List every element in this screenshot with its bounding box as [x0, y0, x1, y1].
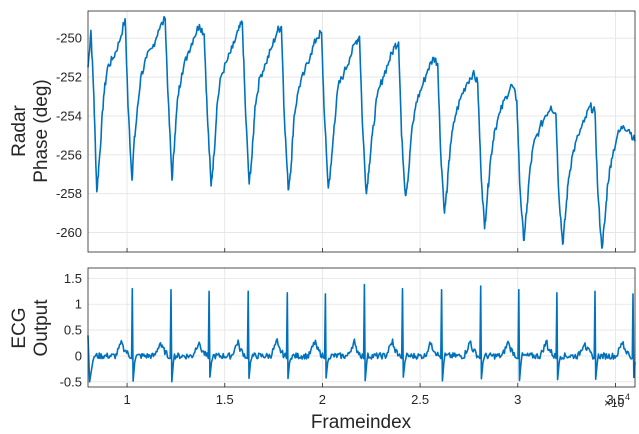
bottom-ytick-label: 1.5: [64, 271, 82, 286]
bottom-grid: [88, 268, 635, 387]
bottom-xtick-label: 1.5: [216, 392, 234, 407]
ecg-line: [87, 283, 636, 383]
top-ytick-label: -256: [56, 147, 82, 162]
bottom-xtick-label: 3.5: [606, 392, 624, 407]
top-ytick-label: -260: [56, 225, 82, 240]
ecg-panel: 1.5 1 0.5 0 -0.5 1 1.5 2 2.5 3 3.5 ECG Output Fra…: [9, 267, 636, 433]
top-ylabel-line1: Radar: [9, 104, 30, 156]
bottom-xtick-label: 1: [123, 392, 130, 407]
bottom-ytick-label: 0.5: [64, 323, 82, 338]
bottom-axes-box: [87, 267, 636, 388]
bottom-x-ticks: 1 1.5 2 2.5 3 3.5: [123, 383, 625, 407]
top-ytick-label: -258: [56, 186, 82, 201]
top-ytick-label: -254: [56, 108, 82, 123]
top-ytick-label: -250: [56, 31, 82, 46]
top-plot-area: [88, 11, 635, 252]
bottom-xtick-label: 3: [514, 392, 521, 407]
x-multiplier: ×10: [604, 396, 625, 410]
top-y-ticks: -250 -252 -254 -256 -258 -260: [56, 31, 82, 240]
x-axis-label: Frameindex: [311, 412, 412, 433]
bottom-ylabel-line1: ECG: [9, 307, 30, 348]
bottom-ytick-label: -0.5: [60, 374, 82, 389]
radar-phase-series: [87, 15, 636, 249]
bottom-ytick-label: 1: [75, 297, 82, 312]
radar-phase-line: [87, 15, 636, 249]
bottom-y-ticks: 1.5 1 0.5 0 -0.5: [60, 271, 82, 389]
bottom-ytick-label: 0: [75, 348, 82, 363]
top-axes-box: [87, 10, 636, 253]
bottom-plot-area: [88, 268, 635, 387]
ecg-series: [87, 283, 636, 383]
radar-phase-panel: -250 -252 -254 -256 -258 -260 Radar Phase (de…: [9, 10, 636, 253]
bottom-xtick-label: 2: [319, 392, 326, 407]
top-ytick-label: -252: [56, 70, 82, 85]
bottom-xtick-label: 2.5: [411, 392, 429, 407]
top-ylabel-line2: Phase (deg): [31, 79, 52, 183]
x-multiplier-exponent: 4: [625, 392, 630, 402]
bottom-ylabel-line2: Output: [31, 299, 52, 357]
